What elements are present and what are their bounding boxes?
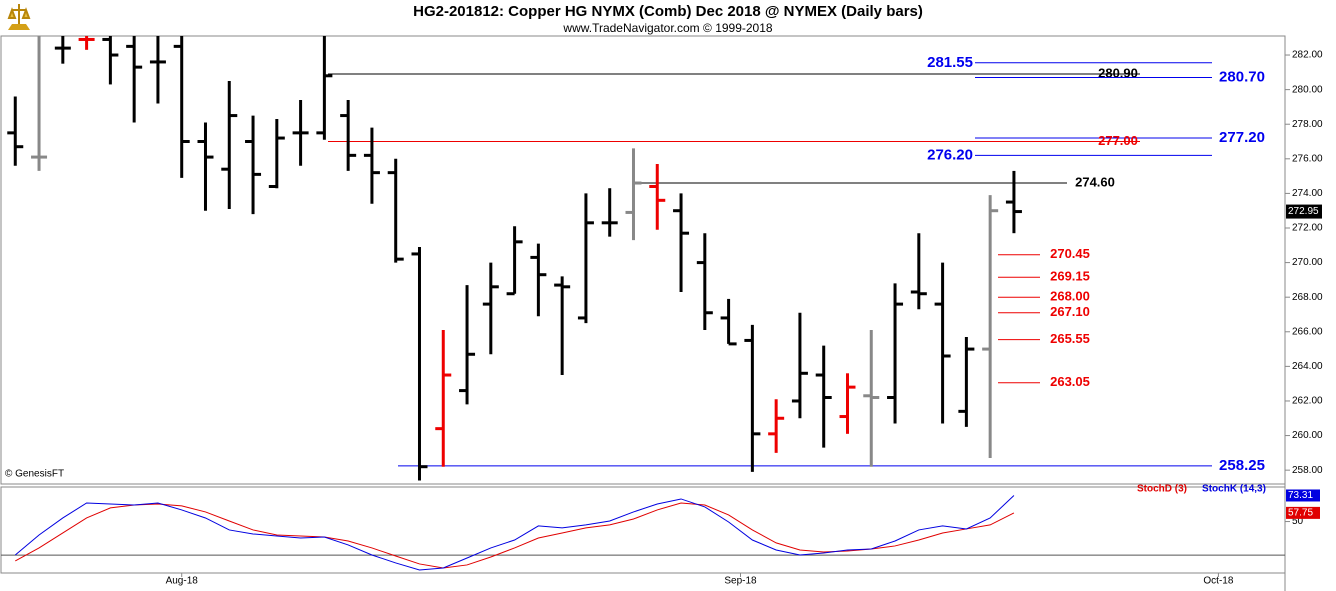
y-tick-label: 266.00 bbox=[1292, 326, 1323, 337]
x-tick-label: Oct-18 bbox=[1203, 576, 1233, 587]
last-value-label: 73.31 bbox=[1288, 490, 1313, 501]
stoch-line bbox=[15, 502, 1015, 569]
y-tick-label: 282.00 bbox=[1292, 50, 1323, 61]
last-value-box bbox=[1286, 506, 1320, 519]
y-tick-label: 272.00 bbox=[1292, 223, 1323, 234]
y-tick-label: 50 bbox=[1292, 516, 1304, 527]
level-label: 258.25 bbox=[1219, 457, 1265, 474]
watermark: © GenesisFT bbox=[5, 469, 64, 480]
legend-label: StochD (3) bbox=[1137, 484, 1187, 495]
level-label: 263.05 bbox=[1050, 374, 1090, 389]
level-label: 265.55 bbox=[1050, 331, 1090, 346]
last-value-label: 57.75 bbox=[1288, 508, 1313, 519]
level-label: 276.20 bbox=[927, 146, 973, 163]
logo bbox=[7, 4, 31, 30]
last-price-label: 272.95 bbox=[1288, 206, 1319, 217]
level-label: 269.15 bbox=[1050, 269, 1090, 284]
stoch-line bbox=[14, 495, 1015, 571]
y-tick-label: 280.00 bbox=[1292, 84, 1323, 95]
y-tick-label: 270.00 bbox=[1292, 257, 1323, 268]
level-label: 267.10 bbox=[1050, 304, 1090, 319]
y-tick-label: 258.00 bbox=[1292, 465, 1323, 476]
level-label: 281.55 bbox=[927, 54, 973, 71]
y-tick-label: 278.00 bbox=[1292, 119, 1323, 130]
y-tick-label: 260.00 bbox=[1292, 430, 1323, 441]
last-value-box bbox=[1286, 489, 1320, 502]
chart-title: HG2-201812: Copper HG NYMX (Comb) Dec 20… bbox=[413, 3, 923, 20]
x-tick-label: Aug-18 bbox=[166, 576, 199, 587]
level-label: 280.90 bbox=[1098, 65, 1138, 80]
level-label: 274.60 bbox=[1075, 174, 1115, 189]
y-tick-label: 262.00 bbox=[1292, 396, 1323, 407]
legend-label: StochK (14,3) bbox=[1202, 484, 1266, 495]
y-tick-label: 264.00 bbox=[1292, 361, 1323, 372]
level-label: 268.00 bbox=[1050, 289, 1090, 304]
last-price-box bbox=[1286, 204, 1322, 219]
level-label: 280.70 bbox=[1219, 68, 1265, 85]
x-tick-label: Sep-18 bbox=[724, 576, 757, 587]
y-tick-label: 274.00 bbox=[1292, 188, 1323, 199]
chart-subtitle: www.TradeNavigator.com © 1999-2018 bbox=[562, 21, 772, 35]
y-tick-label: 276.00 bbox=[1292, 153, 1323, 164]
y-tick-label: 268.00 bbox=[1292, 292, 1323, 303]
level-label: 277.00 bbox=[1098, 133, 1138, 148]
level-label: 277.20 bbox=[1219, 129, 1265, 146]
level-label: 270.45 bbox=[1050, 246, 1090, 261]
